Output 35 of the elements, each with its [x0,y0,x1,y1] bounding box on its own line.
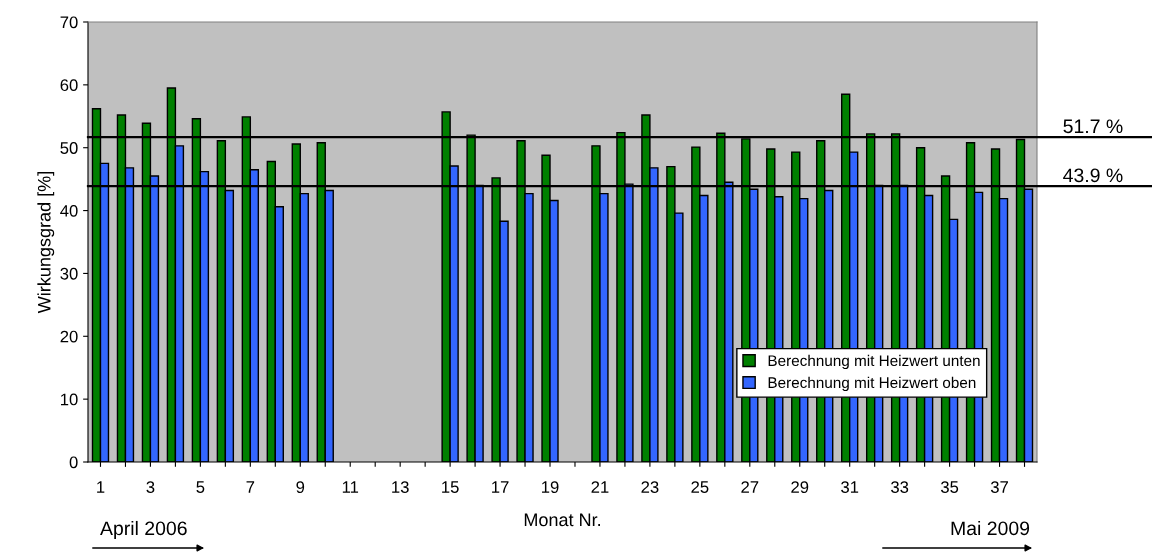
ref-line-label: 43.9 % [1063,168,1123,183]
y-tick-label: 10 [61,393,78,406]
legend-label: Berechnung mit Heizwert unten [768,354,980,370]
x-tick-label: 33 [891,481,909,493]
x-tick-label: 21 [591,481,609,493]
y-tick-label: 60 [60,79,78,92]
x-tick-label: 19 [542,481,559,493]
y-tick-label: 50 [60,142,78,154]
x-tick-label: 29 [791,481,809,493]
x-tick-label: 27 [741,481,759,493]
x-tick-label: 1 [97,481,105,493]
x-tick-label: 15 [442,481,459,493]
x-tick-label: 3 [146,481,155,493]
y-axis-title: Wirkungsgrad [%] [37,172,55,314]
x-tick-label: 17 [492,481,509,493]
x-tick-label: 25 [691,481,709,493]
x-tick-label: 13 [392,481,409,493]
x-tick-label: 11 [342,481,359,493]
x-tick-label: 5 [196,481,205,493]
legend-label: Berechnung mit Heizwert oben [768,376,976,392]
y-tick-label: 30 [60,267,78,280]
x-tick-label: 35 [940,481,959,493]
x-axis-title: Monat Nr. [524,513,600,527]
x-tick-label: 23 [641,481,659,493]
x-tick-label: 9 [296,481,305,493]
x-tick-label: 7 [246,481,255,493]
y-tick-label: 70 [60,16,78,29]
text: Mai 2009 [951,520,1030,536]
text: April 2006 [100,520,187,540]
y-tick-label: 0 [69,456,78,469]
x-tick-label: 37 [990,481,1008,493]
y-tick-label: 40 [60,204,78,217]
x-tick-label: 31 [841,481,859,493]
y-tick-label: 20 [60,330,78,343]
ref-line-label: 51.7 % [1063,119,1123,134]
